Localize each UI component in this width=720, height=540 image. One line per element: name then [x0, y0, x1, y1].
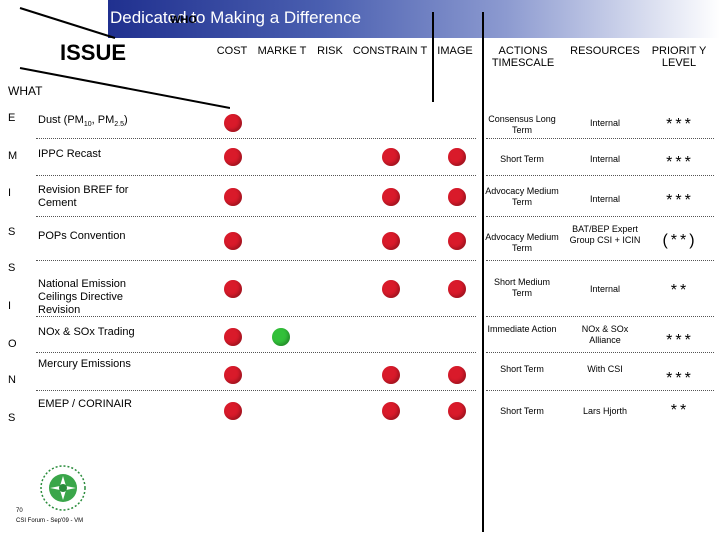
status-dot — [224, 188, 242, 206]
status-dot — [224, 402, 242, 420]
row-priority: ** — [670, 282, 690, 299]
status-dot — [224, 148, 242, 166]
row-issue-necd: National Emission Ceilings Directive Rev… — [38, 278, 127, 316]
page-number: 70 — [16, 508, 23, 514]
column-header-actions: ACTIONS TIMESCALE — [491, 45, 555, 69]
status-dot — [382, 188, 400, 206]
status-dot — [224, 232, 242, 250]
row-divider — [486, 390, 714, 391]
status-dot — [224, 280, 242, 298]
row-action: Advocacy Medium Term — [485, 232, 559, 253]
row-resources: Internal — [589, 194, 621, 204]
row-issue-dust: Dust (PM10, PM2.5) — [38, 114, 128, 129]
row-priority: ** — [670, 402, 690, 419]
row-issue-nox-sox: NOx & SOx Trading — [38, 326, 135, 338]
row-divider — [36, 352, 476, 353]
status-dot — [448, 280, 466, 298]
row-priority: *** — [666, 192, 694, 209]
status-dot — [224, 114, 242, 132]
row-issue-bref: Revision BREF for Cement — [38, 184, 129, 209]
row-resources: BAT/BEP Expert Group CSI + ICIN — [569, 224, 641, 245]
status-dot — [224, 366, 242, 384]
side-letter: S — [8, 412, 16, 424]
row-action: Advocacy Medium Term — [485, 186, 559, 207]
column-header-constraint: CONSTRAIN T — [352, 45, 428, 57]
side-letter: I — [8, 300, 12, 312]
status-dot — [382, 280, 400, 298]
title-banner — [108, 0, 720, 38]
row-action: Consensus Long Term — [488, 114, 556, 135]
row-resources: NOx & SOx Alliance — [581, 324, 629, 345]
row-divider — [486, 316, 714, 317]
row-issue-mercury: Mercury Emissions — [38, 358, 131, 370]
row-priority: (**) — [662, 232, 698, 249]
row-divider — [486, 352, 714, 353]
column-header-risk: RISK — [317, 45, 343, 57]
issue-label: ISSUE — [60, 40, 127, 65]
row-priority: *** — [666, 116, 694, 133]
row-divider — [36, 316, 476, 317]
side-letter: S — [8, 226, 16, 238]
row-divider — [36, 175, 476, 176]
status-dot — [448, 366, 466, 384]
row-divider — [36, 390, 476, 391]
side-letter: N — [8, 374, 16, 386]
who-label: WHO — [170, 14, 197, 26]
row-divider — [486, 138, 714, 139]
row-divider — [36, 138, 476, 139]
column-header-resources: RESOURCES — [570, 45, 640, 57]
row-resources: Internal — [589, 284, 621, 294]
column-divider — [482, 12, 484, 532]
row-divider — [486, 175, 714, 176]
row-resources: Internal — [589, 154, 621, 164]
status-dot — [382, 148, 400, 166]
status-dot — [224, 328, 242, 346]
column-header-image: IMAGE — [437, 45, 473, 57]
status-dot — [382, 232, 400, 250]
row-divider — [36, 260, 476, 261]
row-divider — [486, 216, 714, 217]
what-label: WHAT — [8, 84, 43, 98]
diagonal-header-lines — [19, 7, 230, 109]
footer-text: CSI Forum - Sep'09 - VM — [16, 518, 84, 524]
row-issue-emep: EMEP / CORINAIR — [38, 398, 132, 410]
row-resources: Lars Hjorth — [582, 406, 627, 416]
row-priority: *** — [666, 370, 694, 387]
row-action: Short Term — [500, 406, 544, 416]
row-issue-ippc: IPPC Recast — [38, 148, 101, 160]
side-letter: E — [8, 112, 16, 124]
row-resources: With CSI — [587, 364, 623, 374]
csi-logo-icon — [40, 465, 86, 511]
row-priority: *** — [666, 332, 694, 349]
row-resources: Internal — [589, 118, 621, 128]
side-letter: I — [8, 187, 12, 199]
column-header-priority: PRIORIT Y LEVEL — [651, 45, 707, 69]
status-dot — [448, 148, 466, 166]
side-letter: S — [8, 262, 16, 274]
status-dot-green — [272, 328, 290, 346]
status-dot — [448, 188, 466, 206]
row-issue-pops: POPs Convention — [38, 230, 126, 242]
row-action: Short Medium Term — [493, 277, 551, 298]
column-header-cost: COST — [216, 45, 248, 57]
row-action: Short Term — [500, 364, 544, 374]
side-letter: O — [8, 338, 17, 350]
row-divider — [486, 260, 714, 261]
row-action: Immediate Action — [487, 324, 557, 334]
row-priority: *** — [666, 154, 694, 171]
status-dot — [382, 366, 400, 384]
row-action: Short Term — [500, 154, 544, 164]
side-letter: M — [8, 150, 18, 162]
status-dot — [448, 232, 466, 250]
column-divider — [432, 12, 434, 102]
status-dot — [448, 402, 466, 420]
column-header-market: MARKE T — [257, 45, 307, 57]
row-divider — [36, 216, 476, 217]
banner-title: Dedicated to Making a Difference — [110, 8, 362, 27]
status-dot — [382, 402, 400, 420]
